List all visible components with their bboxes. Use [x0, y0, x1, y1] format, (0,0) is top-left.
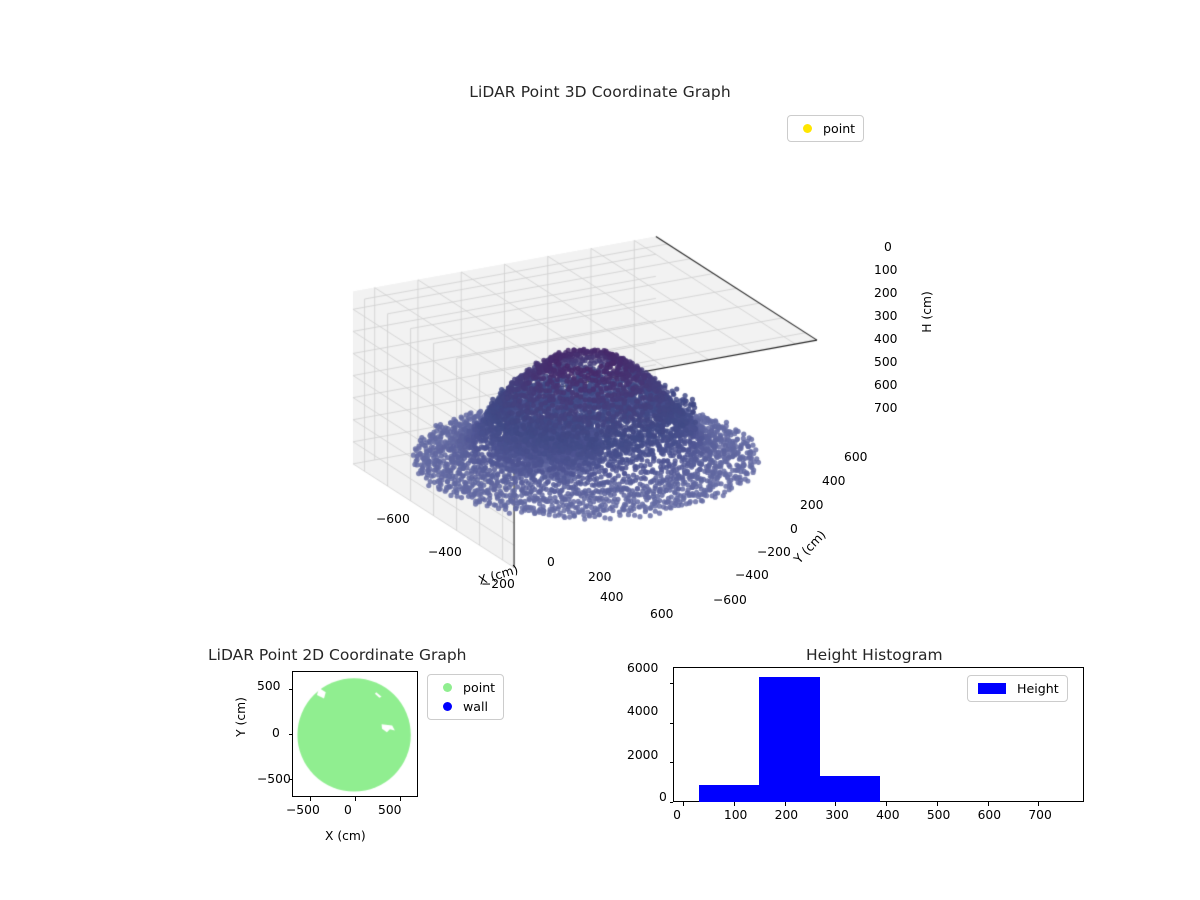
histogram-bar [698, 784, 760, 802]
plot3d-ztick-1: 100 [874, 263, 898, 277]
plot2d-ytick-2: 500 [257, 679, 281, 693]
histogram-xtick-mark [987, 802, 989, 806]
histogram-ytick-2: 4000 [627, 704, 659, 718]
histogram-xtick-mark [936, 802, 938, 806]
plot2d-ytick-mark [288, 689, 292, 690]
plot2d-xtick-0: −500 [286, 803, 320, 817]
plot2d-ytick-0: −500 [257, 772, 291, 786]
plot3d-xtick-6: 600 [650, 607, 674, 621]
plot2d-xlabel: X (cm) [325, 829, 366, 843]
lidar-3d-point-cloud [330, 140, 1090, 620]
plot3d-ytick-6: 600 [844, 450, 868, 464]
plot3d-ztick-3: 300 [874, 309, 898, 323]
histogram-bar [819, 775, 881, 802]
histogram-ytick-1: 2000 [627, 748, 659, 762]
plot3d-xtick-1: −400 [428, 545, 462, 559]
plot3d-zlabel: H (cm) [919, 291, 934, 333]
plot3d-ztick-7: 700 [874, 401, 898, 415]
histogram-xtick-5: 500 [926, 808, 951, 822]
plot2d-title: LiDAR Point 2D Coordinate Graph [208, 646, 467, 664]
point-marker-icon [803, 124, 812, 133]
plot3d-ztick-2: 200 [874, 286, 898, 300]
histogram-xtick-mark [733, 802, 735, 806]
legend-item-height: Height [974, 680, 1059, 697]
histogram-ytick-mark [669, 722, 673, 724]
histogram-xtick-mark [886, 802, 888, 806]
plot2d-legend[interactable]: point wall [427, 674, 505, 720]
plot2d-ytick-mark [288, 734, 292, 735]
plot2d-xtick-mark [310, 797, 311, 801]
plot2d-xtick-mark [400, 797, 401, 801]
plot3d-ytick-4: 200 [800, 498, 824, 512]
plot3d-ytick-1: −400 [735, 568, 769, 582]
histogram-legend[interactable]: Height [967, 675, 1068, 702]
lidar-2d-scatter [293, 672, 417, 796]
plot3d-ztick-6: 600 [874, 378, 898, 392]
plot3d-title: LiDAR Point 3D Coordinate Graph [469, 83, 731, 101]
plot2d-xtick-2: 500 [378, 803, 402, 817]
histogram-ytick-mark [669, 762, 673, 764]
height-patch-icon [978, 683, 1006, 694]
point-marker-icon [443, 683, 452, 692]
plot3d-xtick-0: −600 [376, 512, 410, 526]
legend-item-wall: wall [434, 698, 495, 715]
plot3d-xtick-3: 0 [547, 555, 555, 569]
plot3d-ytick-2: −200 [757, 545, 791, 559]
histogram-xtick-mark [784, 802, 786, 806]
plot2d-ytick-1: 0 [272, 726, 280, 740]
legend-label: point [463, 680, 496, 695]
histogram-xtick-mark [835, 802, 837, 806]
histogram-ytick-3: 6000 [627, 661, 659, 675]
histogram-xtick-3: 300 [825, 808, 849, 822]
plot3d-ztick-5: 500 [874, 355, 898, 369]
plot3d-ztick-4: 400 [874, 332, 898, 346]
plot2d-xtick-1: 0 [344, 803, 352, 817]
histogram-xtick-1: 100 [723, 808, 748, 822]
plot2d-ylabel: Y (cm) [233, 697, 248, 737]
plot3d-xtick-2: −200 [481, 577, 515, 591]
histogram-bar [759, 676, 820, 802]
histogram-ytick-mark [669, 682, 673, 684]
legend-label: wall [463, 699, 489, 714]
histogram-ytick-mark [669, 802, 673, 803]
plot2d-xtick-mark [355, 797, 356, 801]
wall-marker-icon [443, 702, 452, 711]
plot3d-legend[interactable]: point [787, 115, 865, 142]
plot3d-ytick-3: 0 [790, 522, 798, 536]
histogram-xtick-2: 200 [774, 808, 799, 822]
histogram-xtick-mark [1038, 802, 1040, 806]
histogram-xtick-0: 0 [673, 808, 681, 822]
legend-item-point: point [434, 679, 495, 696]
legend-item-point: point [794, 120, 855, 137]
plot3d-ytick-5: 400 [822, 474, 846, 488]
plot3d-ztick-0: 0 [884, 240, 892, 254]
plot3d-ytick-0: −600 [713, 593, 747, 607]
histogram-title: Height Histogram [806, 646, 943, 664]
histogram-xtick-6: 600 [977, 808, 1002, 822]
histogram-xtick-7: 700 [1028, 808, 1052, 822]
histogram-xtick-4: 400 [876, 808, 900, 822]
plot2d-ytick-mark [288, 779, 292, 780]
plot3d-xtick-4: 200 [588, 570, 612, 584]
histogram-xtick-mark [683, 802, 685, 806]
legend-label: point [823, 121, 856, 136]
plot3d-xtick-5: 400 [600, 590, 624, 604]
histogram-ytick-0: 0 [659, 790, 667, 804]
legend-label: Height [1017, 681, 1059, 696]
